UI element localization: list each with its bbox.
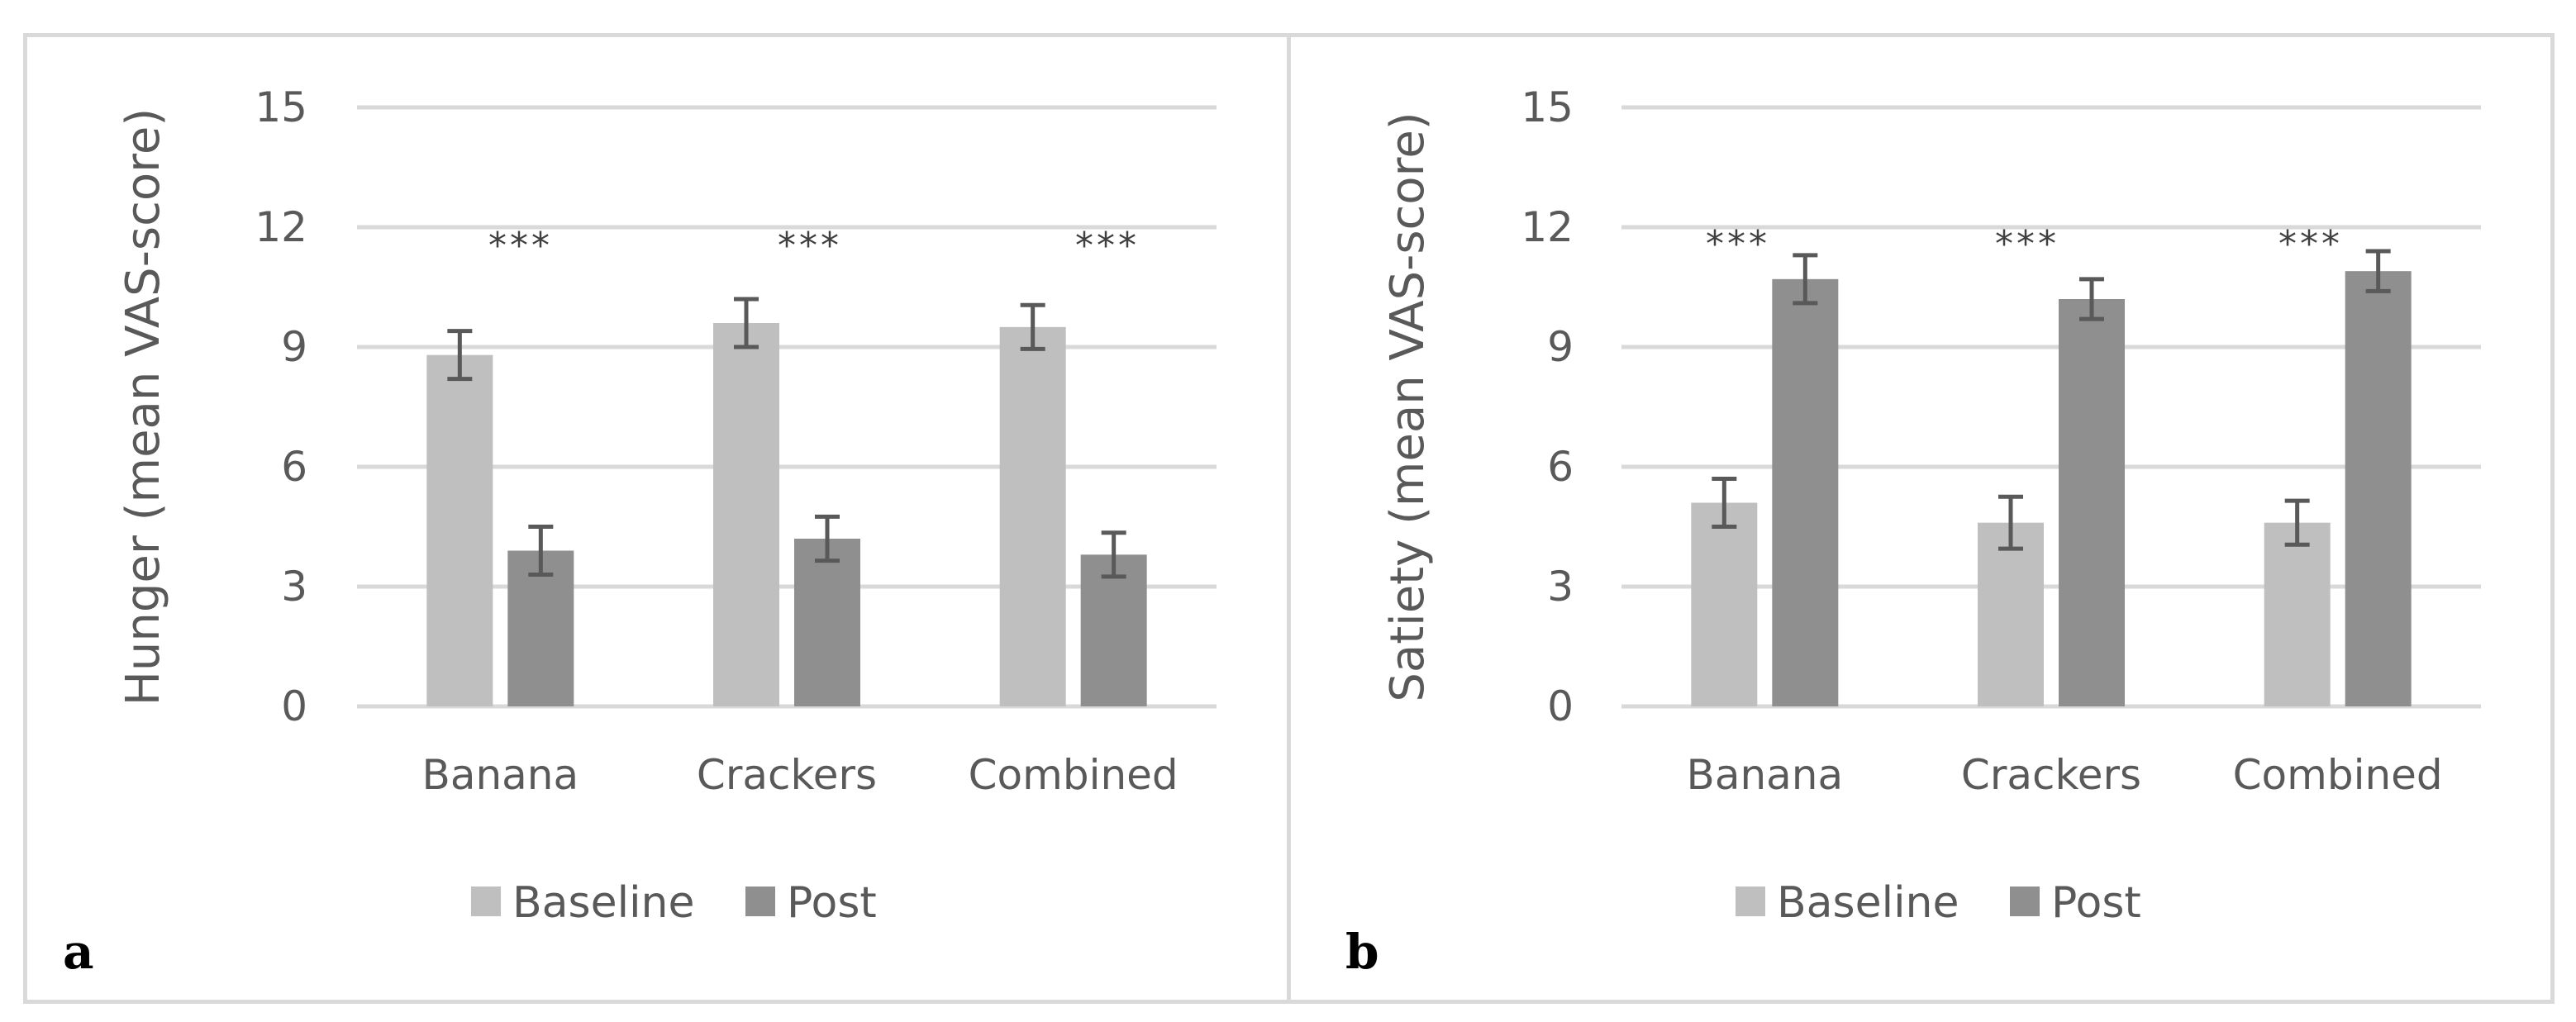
x-tick-label: Crackers — [1961, 751, 2141, 799]
bar-post-banana — [1772, 278, 1839, 706]
x-tick-label: Banana — [1687, 751, 1844, 799]
y-tick-label: 6 — [1547, 443, 1574, 491]
y-tick-label: 15 — [1521, 83, 1574, 131]
legend-label-post: Post — [787, 878, 877, 928]
x-tick-label: Banana — [422, 751, 579, 799]
bar-baseline-banana — [1691, 502, 1758, 706]
significance-marker: *** — [2278, 223, 2343, 265]
legend-swatch-post — [2010, 887, 2040, 916]
x-tick-label: Combined — [969, 751, 1178, 799]
x-tick-label: Combined — [2233, 751, 2443, 799]
y-tick-label: 12 — [255, 203, 307, 251]
y-tick-label: 3 — [1547, 563, 1574, 611]
y-tick-label: 0 — [281, 682, 307, 730]
bar-post-crackers — [2059, 299, 2125, 706]
significance-marker: *** — [1075, 225, 1140, 267]
y-tick-label: 9 — [1547, 323, 1574, 371]
significance-marker: *** — [778, 225, 842, 267]
legend-label-baseline: Baseline — [512, 878, 694, 928]
bar-post-crackers — [794, 539, 860, 706]
bar-baseline-combined — [2264, 522, 2331, 706]
y-axis-label: Hunger (mean VAS-score) — [117, 108, 170, 706]
legend-swatch-baseline — [1736, 887, 1765, 916]
legend-swatch-post — [745, 887, 775, 916]
bar-baseline-crackers — [1978, 522, 2044, 706]
bar-post-combined — [2345, 271, 2412, 707]
legend-label-post: Post — [2051, 878, 2141, 928]
legend-label-baseline: Baseline — [1777, 878, 1959, 928]
y-axis-label: Satiety (mean VAS-score) — [1381, 112, 1435, 701]
panel-label: a — [63, 924, 94, 980]
y-tick-label: 6 — [281, 443, 307, 491]
bar-baseline-combined — [999, 326, 1066, 706]
bar-post-combined — [1080, 554, 1147, 706]
significance-marker: *** — [488, 225, 553, 267]
y-tick-label: 9 — [281, 323, 307, 371]
y-tick-label: 15 — [255, 83, 307, 131]
legend-swatch-baseline — [471, 887, 501, 916]
y-tick-label: 3 — [281, 563, 307, 611]
significance-marker: *** — [1995, 223, 2059, 265]
significance-marker: *** — [1706, 223, 1770, 265]
bar-baseline-crackers — [713, 323, 779, 706]
panel-b-frame — [1287, 33, 2555, 1004]
bar-baseline-banana — [426, 354, 493, 706]
x-tick-label: Crackers — [697, 751, 877, 799]
panel-label: b — [1345, 924, 1379, 980]
y-tick-label: 0 — [1547, 682, 1574, 730]
y-tick-label: 12 — [1521, 203, 1574, 251]
